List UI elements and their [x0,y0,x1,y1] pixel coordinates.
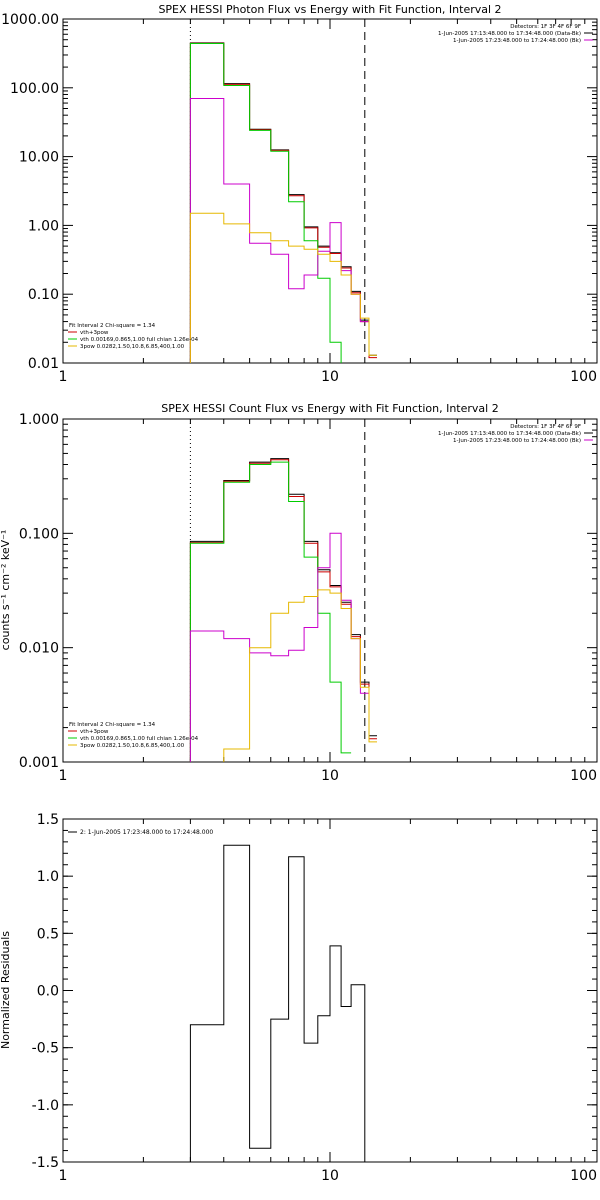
photon-flux-panel: SPEX HESSI Photon Flux vs Energy with Fi… [1,3,598,385]
residual-y-tick-label: -1.0 [32,1098,59,1114]
count-legend-right-text: 1-Jun-2005 17:13:48.000 to 17:34:48.000 … [438,431,581,437]
residual-y-tick-label: 1.0 [37,869,59,885]
photon-x-tick-label: 100 [570,369,597,385]
photon-y-tick-label: 100.00 [10,81,59,97]
count-legend-right-text: 1-Jun-2005 17:23:48.000 to 17:24:48.000 … [453,438,581,444]
photon-series-line [189,42,377,363]
residual-y-tick-label: 0.0 [37,984,59,1000]
photon-flux-title: SPEX HESSI Photon Flux vs Energy with Fi… [158,3,501,16]
count-legend-left-text: 3pow 0.0282,1.50,10.8,6.85,400,1.00 [80,743,185,749]
residual-y-tick-label: 1.5 [37,812,59,828]
count-legend-left-text: vth 0.00169,0.865,1.00 full chian 1.26e-… [80,736,199,742]
count-y-tick-label: 0.010 [19,641,59,657]
photon-legend-right-text: Detectors: 1F 3F 4F 6F 9F [510,24,581,30]
photon-x-tick-label: 10 [321,369,339,385]
photon-legend-left-text: vth 0.00169,0.865,1.00 full chian 1.26e-… [80,337,199,343]
count-series-line [223,589,377,762]
count-legend-left-text: vth+3pow [80,729,109,735]
count-y-tick-label: 1.000 [19,412,59,428]
photon-legend-left-text: vth+3pow [80,330,109,336]
count-x-tick-label: 10 [321,768,339,784]
photon-x-tick-label: 1 [59,369,68,385]
count-flux-title: SPEX HESSI Count Flux vs Energy with Fit… [161,402,498,415]
photon-series-line [189,42,377,363]
count-y-tick-label: 0.100 [19,526,59,542]
count-x-tick-label: 1 [59,768,68,784]
count-legend-left-text: Fit Interval 2 Chi-square = 1.34 [69,722,156,728]
count-series-line [189,461,352,762]
photon-legend-left-text: 3pow 0.0282,1.50,10.8,6.85,400,1.00 [80,344,185,350]
residuals-y-axis-label: Normalized Residuals [0,931,12,1049]
residual-y-tick-label: -0.5 [32,1041,59,1057]
photon-legend-left-text: Fit Interval 2 Chi-square = 1.34 [69,323,156,329]
residual-series-line [189,844,366,1162]
residual-x-tick-label: 10 [321,1168,339,1184]
residual-x-tick-label: 100 [570,1168,597,1184]
count-series-line [189,458,377,762]
photon-series-line [189,43,342,363]
photon-series-line [189,212,377,363]
photon-y-tick-label: 0.01 [28,356,59,372]
photon-y-tick-label: 1.00 [28,218,59,234]
residual-legend-left-text: 2: 1-Jun-2005 17:23:48.000 to 17:24:48.0… [80,829,213,836]
count-flux-y-axis-label: counts s⁻¹ cm⁻² keV⁻¹ [0,530,12,651]
count-y-tick-label: 0.001 [19,755,59,771]
count-legend-right-text: Detectors: 1F 3F 4F 6F 9F [510,424,581,430]
photon-y-tick-label: 0.10 [28,287,59,303]
residual-y-tick-label: -1.5 [32,1155,59,1171]
residual-y-tick-label: 0.5 [37,926,59,942]
photon-y-tick-label: 1000.00 [1,12,59,28]
count-x-tick-label: 100 [570,768,597,784]
photon-y-tick-label: 10.00 [19,150,59,166]
count-flux-panel: SPEX HESSI Count Flux vs Energy with Fit… [0,402,598,784]
residuals-panel: Normalized Residuals 1 10 100 -1.5 -1.0 -0.5 0… [0,812,598,1184]
residual-x-tick-label: 1 [59,1168,68,1184]
photon-legend-right-text: 1-Jun-2005 17:13:48.000 to 17:34:48.000 … [438,31,581,37]
photon-series-line [189,98,369,363]
photon-legend-right-text: 1-Jun-2005 17:23:48.000 to 17:24:48.000 … [453,38,581,44]
